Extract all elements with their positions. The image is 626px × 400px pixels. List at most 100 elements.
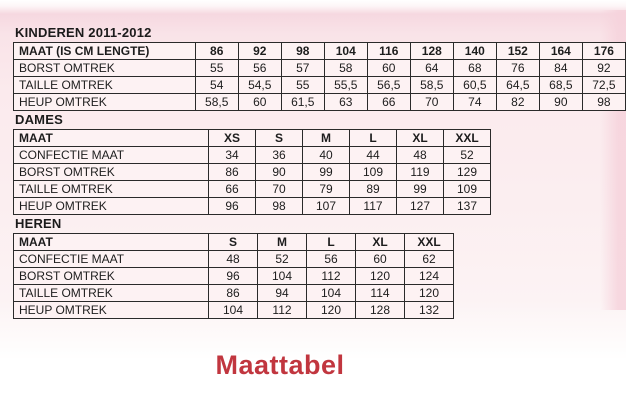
row-label-cell: BORST OMTREK (13, 59, 196, 77)
value-cell: 48 (396, 146, 444, 164)
value-cell: 56 (306, 250, 356, 268)
table-header-row: MAAT (IS CM LENGTE) 86 92 98 104 116 128 140 152… (13, 42, 626, 60)
value-cell: 60,5 (452, 76, 497, 94)
value-cell: 66 (208, 180, 256, 198)
column-header-cell: L (349, 129, 397, 147)
value-cell: 86 (208, 163, 256, 181)
value-cell: 68 (452, 59, 497, 77)
value-cell: 76 (495, 59, 540, 77)
value-cell: 61,5 (280, 93, 325, 111)
table-row: BORST OMTREK 96 104 112 120 124 (13, 267, 454, 285)
value-cell: 74 (452, 93, 497, 111)
value-cell: 104 (208, 301, 258, 319)
value-cell: 117 (349, 197, 397, 215)
value-cell: 86 (208, 284, 258, 302)
column-header-cell: 128 (409, 42, 454, 60)
value-cell: 60 (355, 250, 405, 268)
column-header-cell: 164 (538, 42, 583, 60)
value-cell: 54 (194, 76, 239, 94)
value-cell: 120 (355, 267, 405, 285)
row-label-cell: HEUP OMTREK (13, 197, 209, 215)
value-cell: 82 (495, 93, 540, 111)
value-cell: 44 (349, 146, 397, 164)
column-header-cell: XL (355, 233, 405, 251)
value-cell: 84 (538, 59, 583, 77)
value-cell: 112 (257, 301, 307, 319)
value-cell: 58 (323, 59, 368, 77)
table-row: CONFECTIE MAAT 34 36 40 44 48 52 (13, 146, 491, 164)
value-cell: 60 (237, 93, 282, 111)
value-cell: 63 (323, 93, 368, 111)
value-cell: 56 (237, 59, 282, 77)
header-label-cell: MAAT (13, 233, 209, 251)
table-row: HEUP OMTREK 96 98 107 117 127 137 (13, 197, 491, 215)
value-cell: 52 (443, 146, 491, 164)
value-cell: 56,5 (366, 76, 411, 94)
row-label-cell: BORST OMTREK (13, 163, 209, 181)
value-cell: 58,5 (409, 76, 454, 94)
value-cell: 114 (355, 284, 405, 302)
value-cell: 92 (581, 59, 626, 77)
value-cell: 48 (208, 250, 258, 268)
value-cell: 109 (349, 163, 397, 181)
value-cell: 96 (208, 197, 256, 215)
column-header-cell: 92 (237, 42, 282, 60)
table-row: HEUP OMTREK 104 112 120 128 132 (13, 301, 454, 319)
value-cell: 62 (404, 250, 454, 268)
column-header-cell: S (255, 129, 303, 147)
value-cell: 60 (366, 59, 411, 77)
column-header-cell: L (306, 233, 356, 251)
value-cell: 72,5 (581, 76, 626, 94)
value-cell: 112 (306, 267, 356, 285)
value-cell: 58,5 (194, 93, 239, 111)
value-cell: 107 (302, 197, 350, 215)
value-cell: 99 (302, 163, 350, 181)
column-header-cell: 176 (581, 42, 626, 60)
column-header-cell: 98 (280, 42, 325, 60)
table-row: BORST OMTREK 86 90 99 109 119 129 (13, 163, 491, 181)
table-row: TAILLE OMTREK 54 54,5 55 55,5 56,5 58,5 60,5 64,… (13, 76, 626, 94)
value-cell: 79 (302, 180, 350, 198)
value-cell: 89 (349, 180, 397, 198)
table-row: TAILLE OMTREK 86 94 104 114 120 (13, 284, 454, 302)
value-cell: 64 (409, 59, 454, 77)
row-label-cell: HEUP OMTREK (13, 301, 209, 319)
size-table: MAAT S M L XL XXL CONFECTIE MAAT 48 52 56 60 62 BORS… (13, 233, 454, 319)
table-header-row: MAAT S M L XL XXL (13, 233, 454, 251)
value-cell: 129 (443, 163, 491, 181)
header-label-cell: MAAT (IS CM LENGTE) (13, 42, 196, 60)
row-label-cell: CONFECTIE MAAT (13, 146, 209, 164)
value-cell: 34 (208, 146, 256, 164)
row-label-cell: BORST OMTREK (13, 267, 209, 285)
table-row: BORST OMTREK 55 56 57 58 60 64 68 76 84 92 (13, 59, 626, 77)
column-header-cell: XL (396, 129, 444, 147)
section-heading: HEREN (15, 216, 62, 231)
value-cell: 54,5 (237, 76, 282, 94)
header-label-cell: MAAT (13, 129, 209, 147)
value-cell: 52 (257, 250, 307, 268)
value-cell: 132 (404, 301, 454, 319)
row-label-cell: CONFECTIE MAAT (13, 250, 209, 268)
value-cell: 98 (581, 93, 626, 111)
value-cell: 137 (443, 197, 491, 215)
column-header-cell: XXL (404, 233, 454, 251)
value-cell: 55 (280, 76, 325, 94)
page-title: Maattabel (215, 350, 345, 380)
table-row: CONFECTIE MAAT 48 52 56 60 62 (13, 250, 454, 268)
value-cell: 124 (404, 267, 454, 285)
value-cell: 98 (255, 197, 303, 215)
value-cell: 70 (255, 180, 303, 198)
value-cell: 128 (355, 301, 405, 319)
size-table: MAAT (IS CM LENGTE) 86 92 98 104 116 128 140 152… (13, 42, 626, 111)
row-label-cell: TAILLE OMTREK (13, 284, 209, 302)
section-heading: DAMES (15, 112, 63, 127)
row-label-cell: TAILLE OMTREK (13, 76, 196, 94)
table-row: TAILLE OMTREK 66 70 79 89 99 109 (13, 180, 491, 198)
value-cell: 68,5 (538, 76, 583, 94)
value-cell: 94 (257, 284, 307, 302)
column-header-cell: S (208, 233, 258, 251)
value-cell: 55 (194, 59, 239, 77)
value-cell: 96 (208, 267, 258, 285)
size-table: MAAT XS S M L XL XXL CONFECTIE MAAT 34 36 40 44 48 52… (13, 129, 491, 215)
table-row: HEUP OMTREK 58,5 60 61,5 63 66 70 74 82 90 98 (13, 93, 626, 111)
